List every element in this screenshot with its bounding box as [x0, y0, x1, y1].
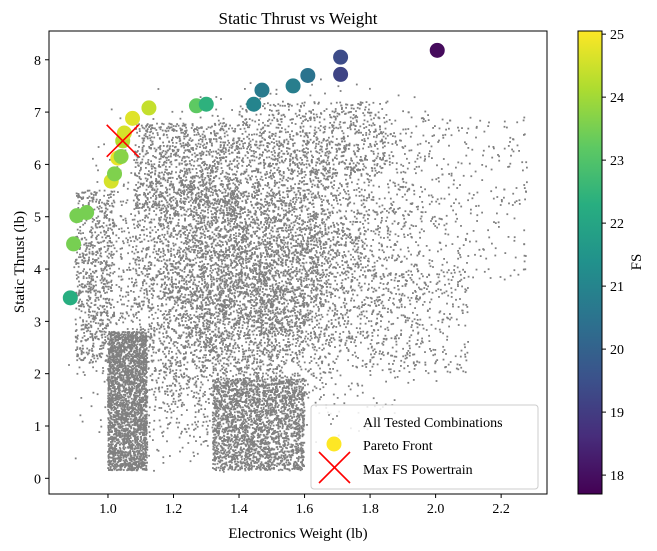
legend-label-pareto: Pareto Front: [363, 439, 433, 454]
y-tick-label: 1: [34, 420, 41, 435]
y-axis-ticks: 0 1 2 3 4 5 6 7 8: [34, 54, 49, 487]
y-tick-label: 4: [34, 263, 41, 278]
x-axis-label: Electronics Weight (lb): [228, 526, 367, 542]
colorbar-label: FS: [629, 254, 645, 271]
x-tick-label: 1.8: [361, 502, 379, 517]
y-tick-label: 5: [34, 211, 41, 226]
colorbar-tick-label: 24: [610, 91, 624, 106]
colorbar-tick-label: 23: [610, 154, 624, 169]
legend-label-all-tested: All Tested Combinations: [363, 416, 503, 431]
x-tick-label: 1.0: [99, 502, 117, 517]
chart-title: Static Thrust vs Weight: [218, 9, 377, 28]
y-axis-label: Static Thrust (lb): [12, 211, 28, 313]
max-fs-marker: [106, 124, 140, 158]
pareto-point: [141, 100, 157, 116]
pareto-point: [62, 290, 78, 306]
pareto-point: [429, 42, 445, 58]
pareto-point: [79, 205, 95, 221]
colorbar-tick-label: 22: [610, 217, 624, 232]
pareto-point: [113, 149, 129, 165]
pareto-point: [116, 125, 132, 141]
pareto-point: [254, 82, 270, 98]
legend-box: [310, 404, 539, 490]
max-fs-stroke: [106, 124, 140, 158]
y-tick-label: 2: [34, 368, 41, 383]
y-tick-label: 8: [34, 54, 41, 69]
pareto-point: [246, 96, 262, 112]
pareto-front-points: [62, 42, 445, 306]
colorbar-tick-label: 25: [610, 28, 624, 43]
colorbar-ticks: 18 19 20 21 22 23 24 25: [602, 28, 624, 484]
x-tick-label: 2.2: [492, 502, 510, 517]
y-tick-label: 7: [34, 106, 41, 121]
colorbar: [577, 30, 603, 495]
pareto-point: [107, 166, 123, 182]
pareto-point: [300, 67, 316, 83]
y-tick-label: 3: [34, 315, 41, 330]
all-tested-cloud: [68, 78, 528, 473]
pareto-point: [125, 110, 141, 126]
x-tick-label: 1.2: [165, 502, 183, 517]
plot-frame: [48, 30, 548, 495]
pareto-point: [198, 96, 214, 112]
x-tick-label: 1.4: [230, 502, 248, 517]
x-tick-label: 1.6: [296, 502, 314, 517]
pareto-point: [66, 236, 82, 252]
colorbar-tick-label: 18: [610, 469, 624, 484]
colorbar-tick-label: 21: [610, 280, 624, 295]
colorbar-tick-label: 19: [610, 406, 624, 421]
legend-marker-pareto: [326, 436, 342, 452]
pareto-point: [285, 78, 301, 94]
legend-marker-max-fs: [318, 451, 351, 484]
pareto-point: [333, 49, 349, 65]
x-axis-ticks: 1.0 1.2 1.4 1.6 1.8 2.0 2.2: [99, 494, 510, 517]
pareto-point: [333, 66, 349, 82]
legend-marker-all-tested: [328, 414, 338, 425]
y-tick-label: 6: [34, 158, 41, 173]
x-tick-label: 2.0: [427, 502, 445, 517]
legend-label-max-fs: Max FS Powertrain: [363, 463, 473, 478]
colorbar-tick-label: 20: [610, 343, 624, 358]
legend: All Tested Combinations Pareto Front Max…: [310, 404, 539, 490]
y-tick-label: 0: [34, 472, 41, 487]
